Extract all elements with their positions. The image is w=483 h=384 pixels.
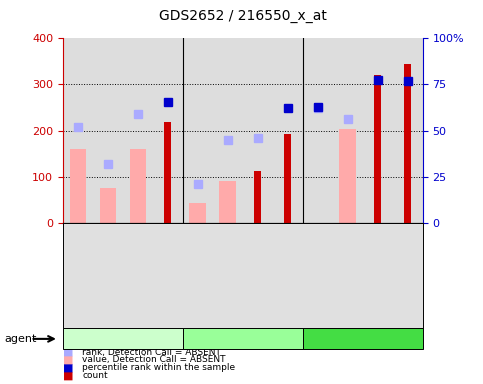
- Text: value, Detection Call = ABSENT: value, Detection Call = ABSENT: [82, 355, 226, 364]
- Bar: [99, 188, 116, 223]
- Bar: [340, 129, 356, 223]
- Text: ■: ■: [63, 370, 73, 380]
- Text: agent: agent: [5, 334, 37, 344]
- Text: ARA and high DHA: ARA and high DHA: [314, 334, 411, 344]
- Bar: [164, 122, 171, 223]
- Bar: [284, 134, 291, 223]
- Bar: [189, 203, 206, 223]
- Bar: [374, 75, 381, 223]
- Text: rank, Detection Call = ABSENT: rank, Detection Call = ABSENT: [82, 348, 221, 357]
- Bar: [129, 149, 146, 223]
- Text: GDS2652 / 216550_x_at: GDS2652 / 216550_x_at: [159, 9, 327, 23]
- Bar: [404, 64, 411, 223]
- Text: ■: ■: [63, 347, 73, 357]
- Text: percentile rank within the sample: percentile rank within the sample: [82, 363, 235, 372]
- Text: control: control: [105, 334, 141, 344]
- Text: ■: ■: [63, 355, 73, 365]
- Text: ARA and low DHA: ARA and low DHA: [197, 334, 288, 344]
- Bar: [219, 181, 236, 223]
- Text: count: count: [82, 371, 108, 380]
- Bar: [255, 171, 261, 223]
- Text: ■: ■: [63, 362, 73, 372]
- Bar: [70, 149, 86, 223]
